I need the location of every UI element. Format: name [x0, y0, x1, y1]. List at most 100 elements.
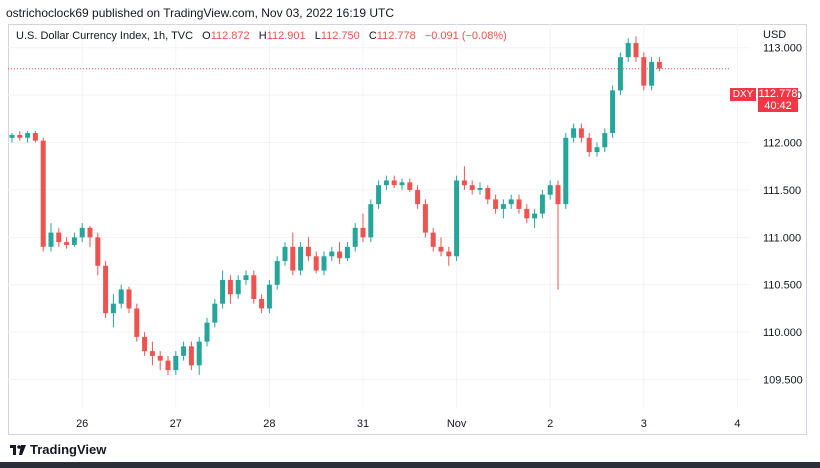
candle-body: [571, 128, 577, 138]
candle-body: [649, 61, 655, 86]
candle-body: [157, 355, 163, 361]
chart-legend: U.S. Dollar Currency Index, 1h, TVC O112…: [16, 30, 507, 42]
candle-body: [103, 265, 109, 314]
candle-body: [493, 199, 499, 209]
candle-body: [149, 351, 155, 356]
candle-body: [259, 298, 265, 309]
candle-body: [352, 227, 358, 247]
candle-body: [641, 57, 647, 86]
candle-body: [134, 308, 140, 337]
candle-body: [274, 261, 280, 285]
candles: [9, 36, 662, 375]
y-tick-label: 112.000: [763, 138, 802, 150]
y-axis-ticks: 109.500 110.000 110.500 111.000 111.500 112.0…: [763, 43, 803, 387]
legend-change: −0.091 (−0.08%): [424, 30, 507, 42]
candle-body: [321, 256, 327, 271]
candle-body: [32, 133, 38, 141]
legend-title: U.S. Dollar Currency Index, 1h, TVC: [16, 30, 194, 42]
candle-body: [251, 275, 257, 299]
candle-body: [454, 180, 460, 257]
legend-open-value: 112.872: [210, 30, 250, 42]
bar-countdown: 40:42: [764, 100, 792, 112]
candle-body: [220, 280, 226, 304]
candle-body: [212, 303, 218, 323]
last-price-value: 112.778: [758, 88, 798, 100]
candle-body: [79, 227, 85, 238]
candle-body: [368, 204, 374, 238]
candle-body: [243, 275, 249, 280]
x-tick-label: 26: [76, 418, 88, 430]
legend-low-value: 112.750: [320, 30, 360, 42]
grid-lines: [8, 24, 750, 408]
candle-body: [656, 61, 662, 69]
candle-body: [477, 188, 483, 190]
candle-body: [399, 182, 405, 186]
candle-body: [64, 242, 70, 245]
candle-body: [594, 147, 600, 152]
x-tick-label: 27: [170, 418, 182, 430]
candle-body: [329, 251, 335, 257]
candle-body: [95, 237, 101, 266]
candle-body: [204, 322, 210, 342]
candle-body: [532, 213, 538, 219]
x-tick-label: 4: [734, 418, 740, 430]
candle-body: [407, 182, 413, 190]
candle-body: [617, 57, 623, 91]
candle-body: [56, 232, 62, 243]
candle-body: [360, 227, 366, 238]
candlestick-chart[interactable]: 109.500 110.000 110.500 111.000 111.500 112.0…: [8, 24, 807, 435]
y-tick-label: 111.500: [763, 185, 801, 197]
candle-body: [563, 137, 569, 205]
candle-body: [126, 289, 132, 309]
y-tick-label: 110.500: [763, 280, 802, 292]
candle-body: [539, 194, 545, 214]
candle-body: [282, 246, 288, 262]
candle-body: [415, 189, 421, 205]
x-axis-ticks: 26 27 28 31 Nov 2 3 4: [76, 418, 740, 430]
candle-body: [118, 289, 124, 304]
candle-body: [508, 199, 514, 205]
y-tick-label: 111.000: [763, 232, 801, 244]
candle-body: [555, 185, 561, 205]
x-tick-label: 3: [641, 418, 647, 430]
candle-body: [610, 90, 616, 134]
candle-body: [87, 227, 93, 238]
candle-body: [266, 284, 272, 309]
candle-body: [469, 185, 475, 190]
candle-body: [461, 180, 467, 186]
symbol-tag: DXY: [730, 88, 756, 101]
candle-body: [337, 251, 343, 259]
chart-frame: [8, 24, 807, 435]
candle-body: [376, 185, 382, 205]
candle-body: [188, 346, 194, 366]
x-tick-label: 2: [547, 418, 553, 430]
candle-body: [196, 341, 202, 366]
candle-body: [173, 355, 179, 371]
candle-body: [438, 246, 444, 252]
candle-body: [181, 346, 187, 356]
legend-low-label: L: [314, 30, 321, 42]
candle-body: [25, 133, 31, 138]
candle-body: [500, 204, 506, 209]
candle-body: [391, 180, 397, 186]
candle-body: [344, 246, 350, 259]
candle-body: [485, 188, 491, 200]
brand-name: TradingView: [30, 442, 107, 457]
candle-body: [235, 280, 241, 295]
publish-header: ostrichoclock69 published on TradingView…: [6, 6, 395, 20]
legend-close-label: C: [368, 30, 377, 42]
candle-body: [516, 199, 522, 209]
legend-high-value: 112.901: [266, 30, 306, 42]
candle-body: [142, 336, 148, 352]
candle-body: [422, 204, 428, 233]
y-tick-label: 109.500: [763, 375, 803, 387]
legend-close-value: 112.778: [376, 30, 416, 42]
legend-high-label: H: [258, 30, 267, 42]
candle-body: [298, 246, 304, 271]
tradingview-brand[interactable]: TradingView: [10, 442, 106, 457]
x-tick-label: 28: [263, 418, 275, 430]
candle-body: [625, 42, 631, 58]
y-tick-label: 113.000: [763, 43, 802, 55]
candle-body: [227, 280, 233, 295]
candle-body: [9, 134, 15, 138]
